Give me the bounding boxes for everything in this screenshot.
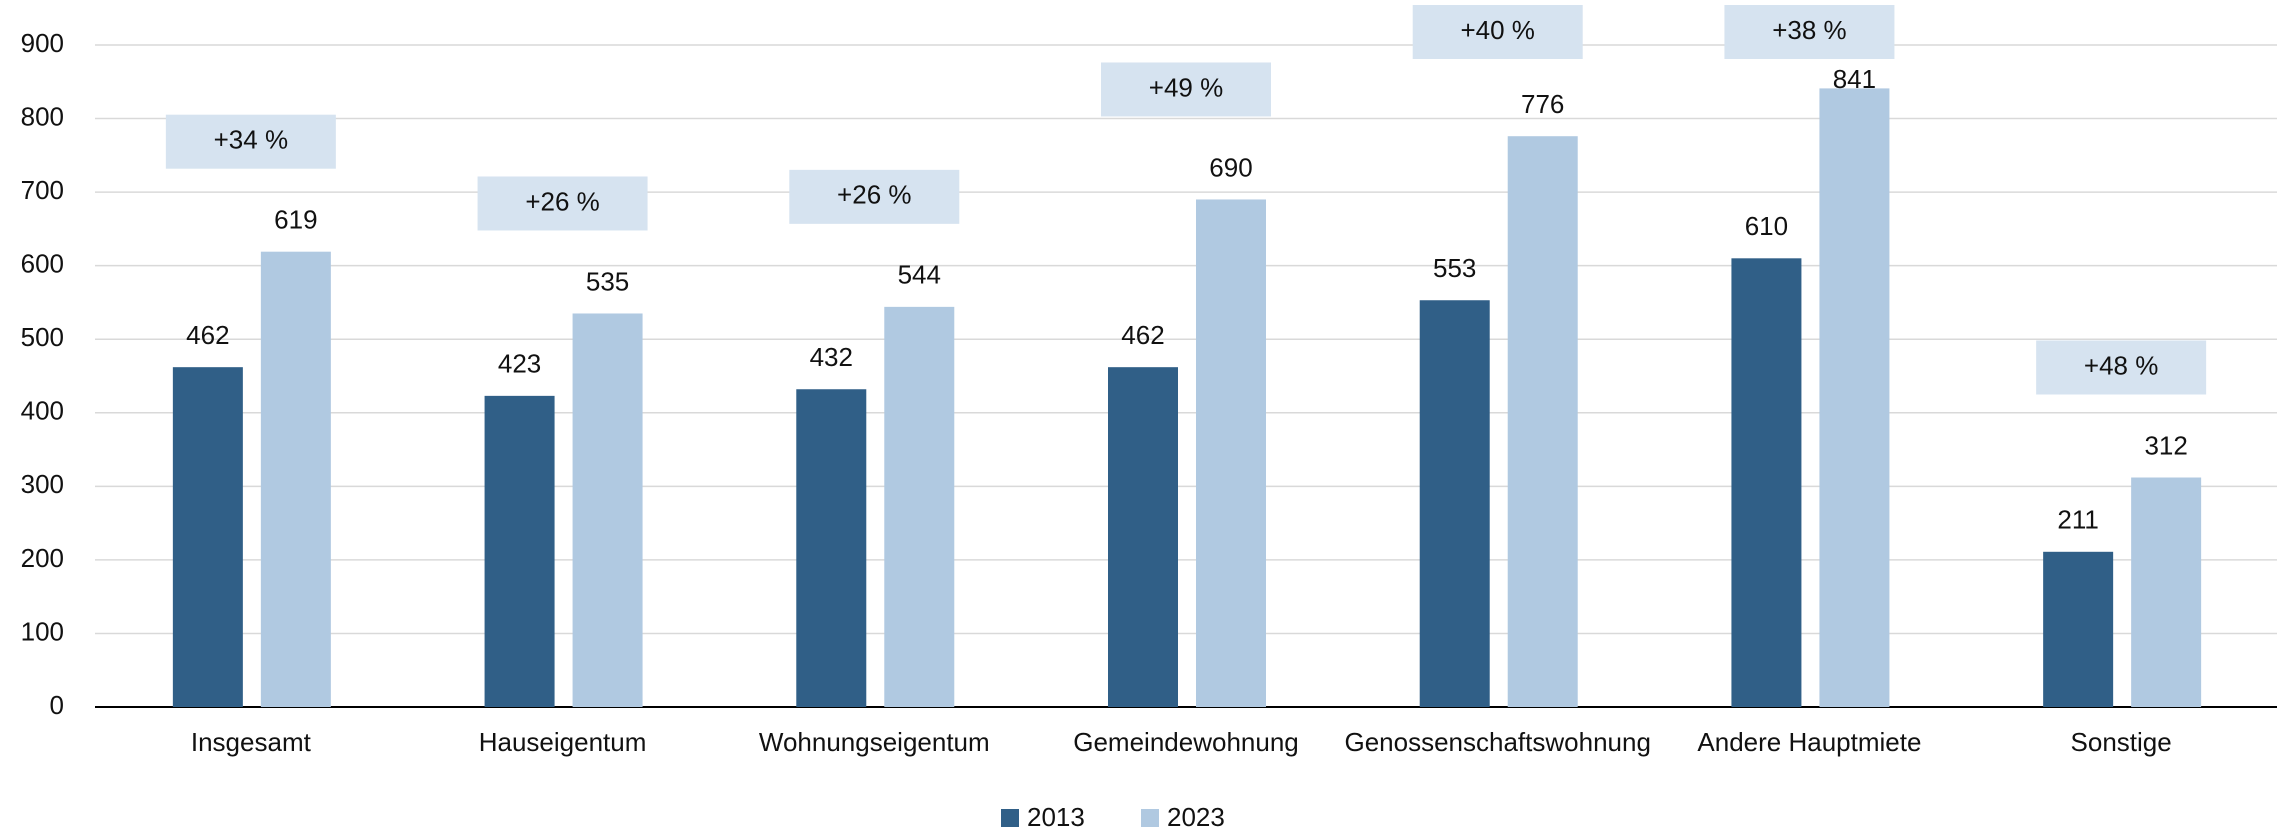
- x-tick-label: Wohnungseigentum: [759, 727, 990, 757]
- y-tick-label: 700: [21, 175, 64, 205]
- y-tick-label: 300: [21, 469, 64, 499]
- legend-swatch: [1001, 809, 1019, 827]
- bar: [2043, 551, 2114, 707]
- legend-label: 2013: [1027, 802, 1085, 832]
- annotation: +26 %: [837, 180, 911, 210]
- y-tick-label: 900: [21, 28, 64, 58]
- annotation-box: [477, 176, 648, 231]
- x-tick-label: Insgesamt: [191, 727, 312, 757]
- value-label: 690: [1209, 152, 1252, 182]
- value-label: 553: [1433, 253, 1476, 283]
- y-tick-label: 0: [50, 690, 64, 720]
- bar: [1108, 367, 1178, 707]
- bar: [884, 306, 955, 707]
- annotation: +26 %: [525, 186, 599, 216]
- bar: [2131, 477, 2202, 707]
- annotation: +34 %: [214, 125, 288, 155]
- bar: [260, 251, 331, 708]
- bar: [1196, 199, 1266, 707]
- y-tick-label: 200: [21, 543, 64, 573]
- value-label: 462: [186, 320, 229, 350]
- value-label: 312: [2144, 430, 2187, 460]
- value-label: 423: [498, 349, 541, 379]
- legend-swatch: [1141, 809, 1159, 827]
- value-label: 544: [898, 260, 941, 290]
- y-tick-label: 100: [21, 616, 64, 646]
- annotation: +40 %: [1460, 15, 1534, 45]
- x-tick-label: Andere Hauptmiete: [1697, 727, 1921, 757]
- y-tick-label: 800: [21, 101, 64, 131]
- y-tick-label: 600: [21, 249, 64, 279]
- value-label: 462: [1121, 320, 1164, 350]
- value-label: 211: [2057, 505, 2098, 535]
- value-label: 841: [1833, 64, 1876, 94]
- x-tick-label: Sonstige: [2071, 727, 2172, 757]
- annotation-box: [1724, 5, 1895, 59]
- bar: [1419, 300, 1490, 707]
- value-label: 610: [1745, 211, 1788, 241]
- value-label: 619: [274, 205, 317, 235]
- annotation-box: [789, 169, 960, 224]
- bar: [1731, 258, 1802, 707]
- bar: [572, 313, 643, 707]
- y-tick-label: 400: [21, 396, 64, 426]
- y-tick-label: 500: [21, 322, 64, 352]
- x-tick-label: Hauseigentum: [479, 727, 647, 757]
- annotation: +38 %: [1772, 15, 1846, 45]
- bar: [484, 395, 555, 707]
- bar: [172, 367, 243, 707]
- value-label: 432: [810, 342, 853, 372]
- annotation-box: [165, 114, 336, 169]
- bar: [1819, 88, 1890, 708]
- x-tick-label: Genossenschaftswohnung: [1344, 727, 1650, 757]
- x-tick-label: Gemeindewohnung: [1073, 727, 1299, 757]
- annotation: +49 %: [1149, 72, 1223, 102]
- annotation-box: [2036, 340, 2207, 395]
- annotation-box: [1101, 62, 1271, 117]
- bar: [1507, 136, 1578, 708]
- annotation-box: [1412, 5, 1583, 59]
- value-label: 776: [1521, 89, 1564, 119]
- value-label: 535: [586, 266, 629, 296]
- annotation: +48 %: [2084, 350, 2158, 380]
- bar: [796, 389, 867, 707]
- legend-label: 2023: [1167, 802, 1225, 832]
